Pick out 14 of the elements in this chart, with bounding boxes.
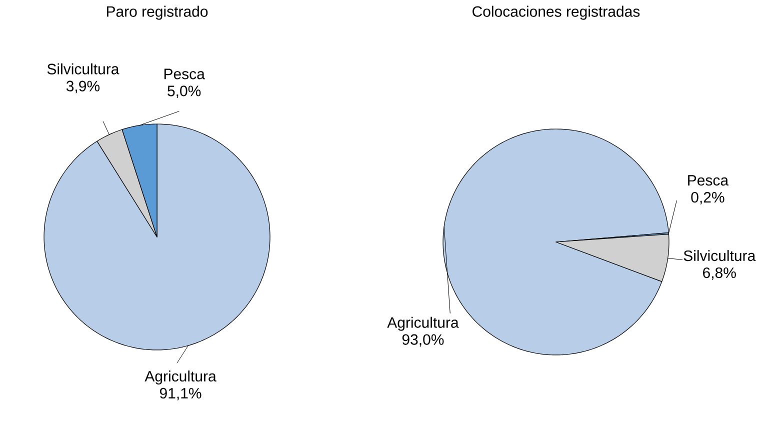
data-label: 3,9% [66, 80, 100, 94]
slice-label: Pesca [164, 68, 205, 80]
chart-title: Paro registrado [106, 6, 208, 20]
data-label: 93,0% [402, 334, 444, 347]
slice-label: Agricultura [144, 370, 216, 384]
data-label: 6,8% [703, 267, 736, 280]
data-label: 0,2% [691, 192, 724, 204]
data-label: 91,1% [160, 388, 202, 400]
data-label: 5,0% [168, 86, 201, 98]
slice-label: Silvicultura [47, 63, 120, 74]
slice-label: Agricultura [387, 316, 459, 331]
chart-title: Colocaciones registradas [472, 6, 640, 20]
slice-label: Silvicultura [684, 250, 756, 262]
slice-label: Pesca [688, 175, 729, 186]
